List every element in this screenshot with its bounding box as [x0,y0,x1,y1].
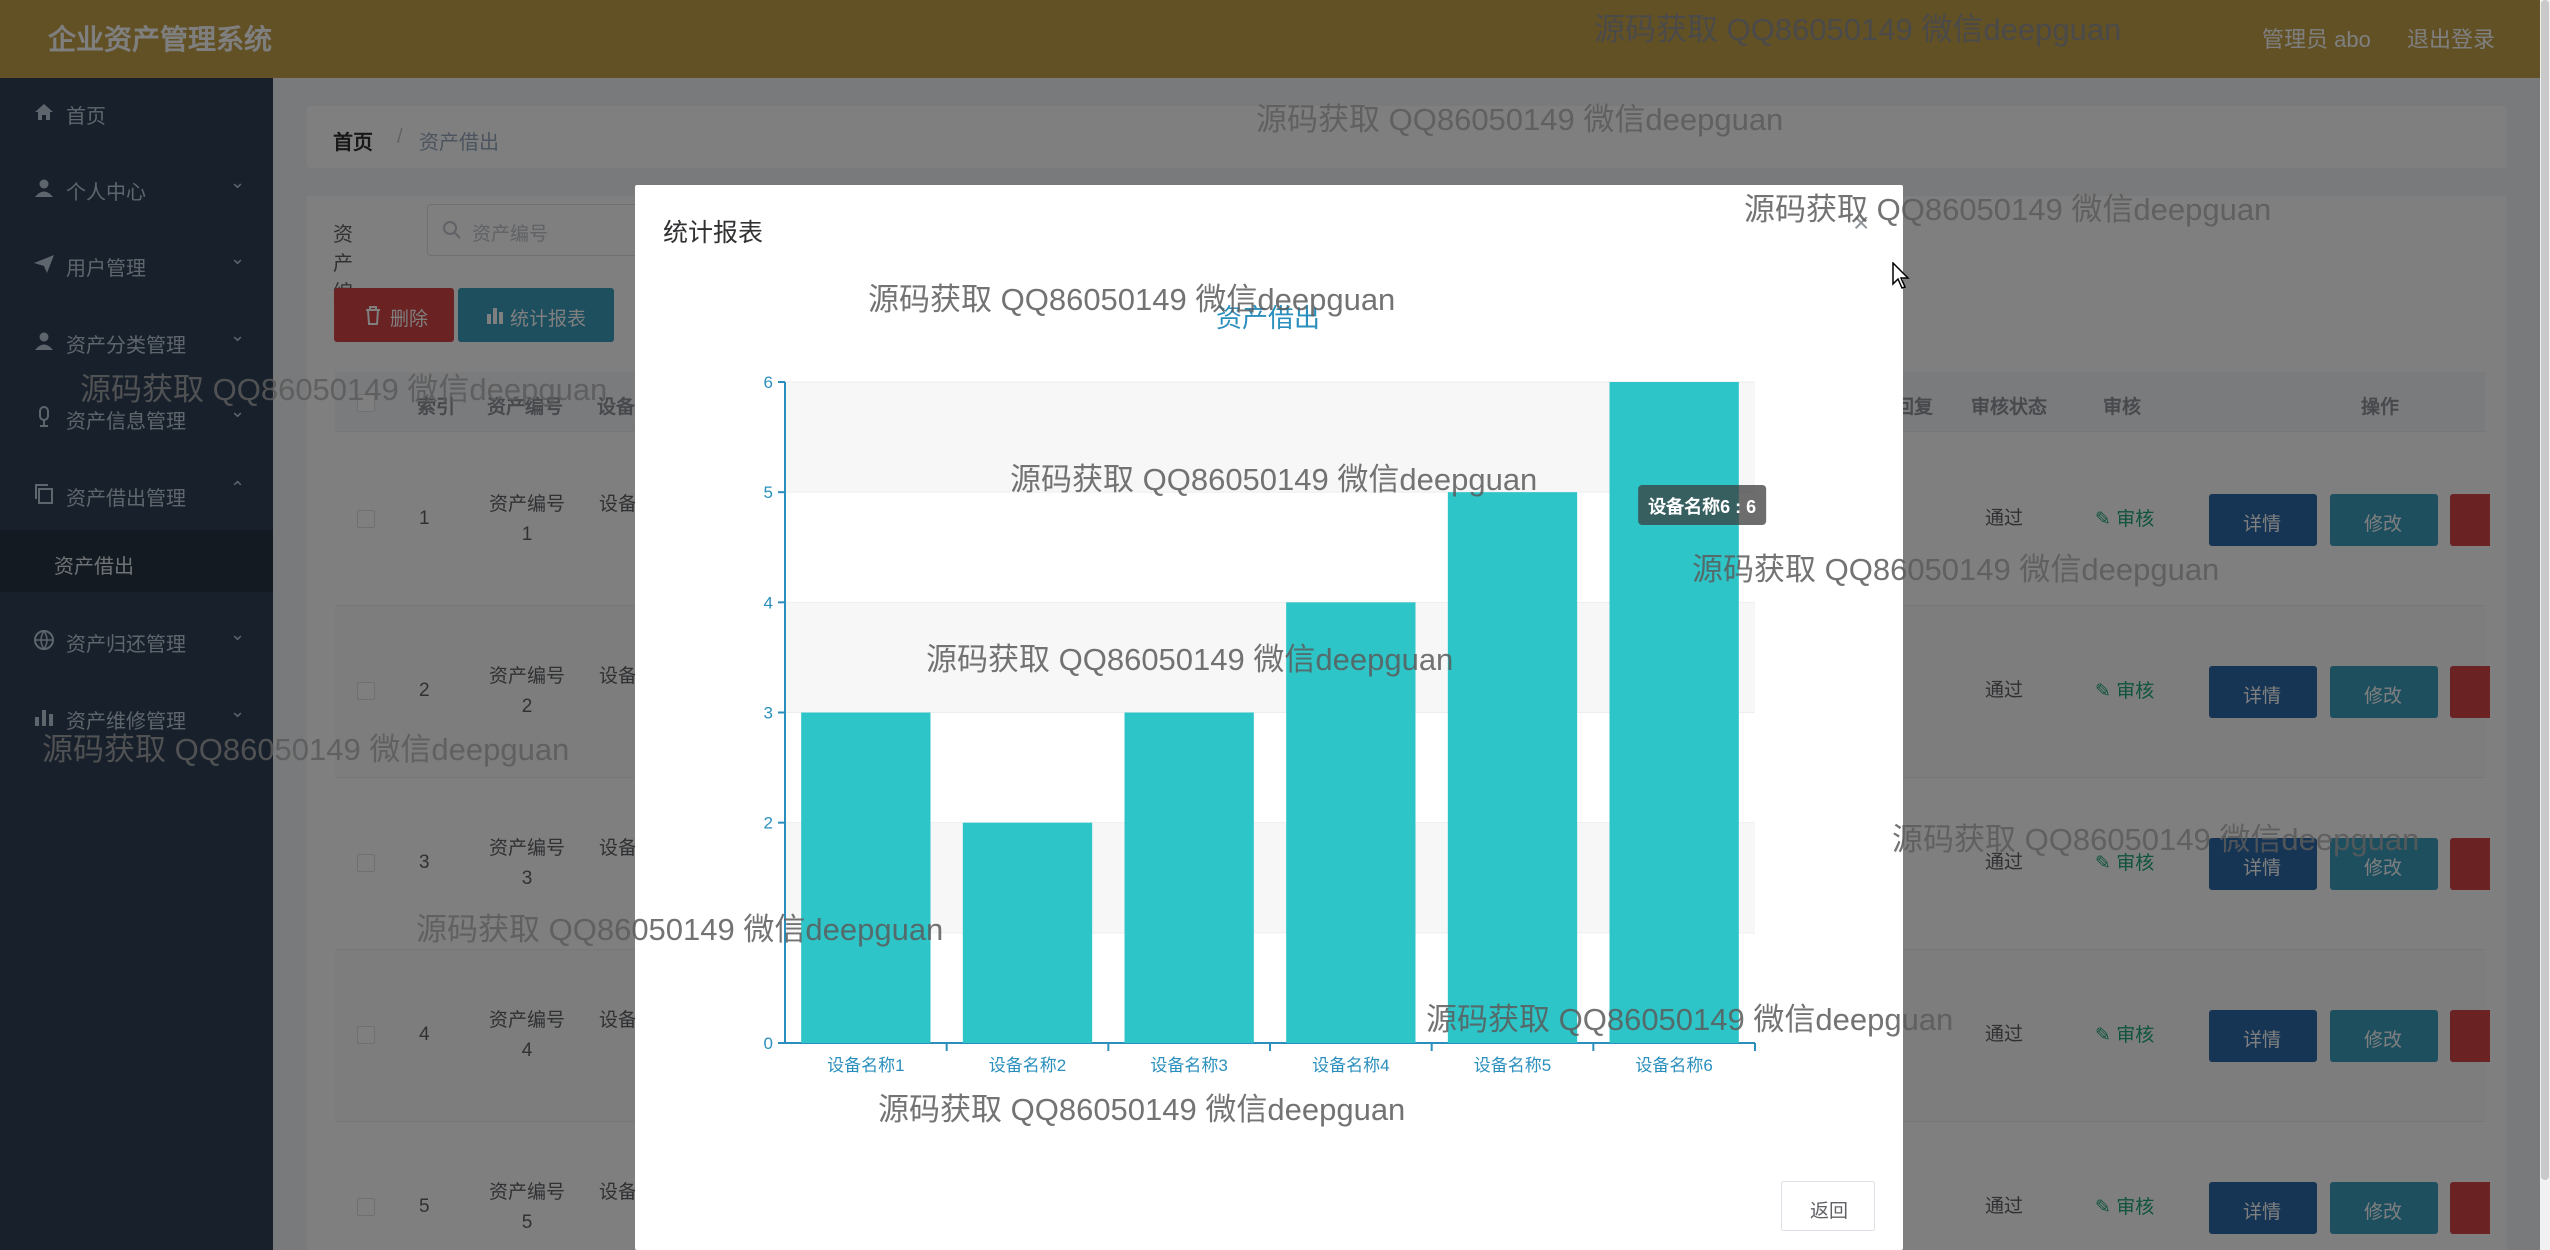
close-icon[interactable]: × [1853,207,1870,238]
chart-tooltip-bg [1638,485,1767,525]
x-tick-label: 设备名称5 [1474,1056,1551,1075]
stats-report-dialog: 统计报表 × 资产借出 0 2 3 4 5 6 设备名称1 设备名称2 设备名称3 设备名称4 设备名… [635,185,1903,1250]
bar-chart: 资产借出 0 2 3 4 5 6 设备名称1 设备名称2 设备名称3 设备名称4 设备名称5 设备名称6… [764,303,1767,1075]
grid-band [785,382,1755,493]
x-tick-label: 设备名称6 [1635,1056,1712,1075]
y-tick-label: 6 [764,373,773,392]
y-tick-label: 3 [764,704,773,723]
chart-title: 资产借出 [1216,303,1320,333]
back-button[interactable]: 返回 [1781,1181,1875,1231]
x-tick-label: 设备名称1 [827,1056,904,1075]
y-tick-label: 0 [764,1034,773,1053]
chart-tooltip-text: 设备名称6 : 6 [1648,496,1756,517]
bar [801,712,931,1043]
y-tick-label: 4 [764,593,773,612]
y-tick-label: 5 [764,483,773,502]
dialog-title: 统计报表 [663,219,764,247]
grid-band [785,602,1755,713]
mouse-cursor-icon [1892,262,1910,289]
x-tick-label: 设备名称4 [1312,1056,1389,1075]
x-tick-label: 设备名称2 [989,1056,1066,1075]
x-tick-label: 设备名称3 [1150,1056,1227,1075]
bar [1609,382,1739,1043]
bar [1286,602,1416,1043]
bar [1447,492,1578,1044]
bar [962,822,1093,1043]
grid-band [785,822,1755,933]
page-scrollbar-thumb[interactable] [2541,0,2549,1180]
chart-tooltip: 设备名称6 : 6 [1638,485,1767,525]
back-label: 返回 [1810,1201,1849,1222]
bar [1124,712,1254,1043]
y-tick-label: 2 [764,814,773,833]
